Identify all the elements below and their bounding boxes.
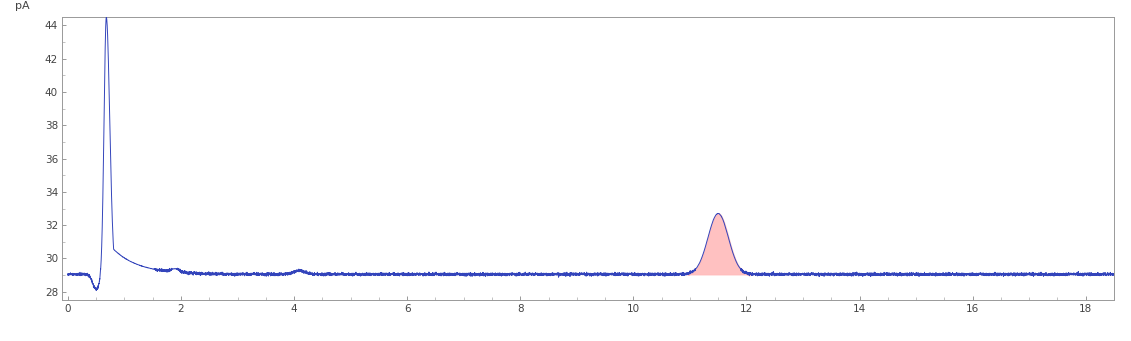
Text: pA: pA xyxy=(15,1,29,11)
